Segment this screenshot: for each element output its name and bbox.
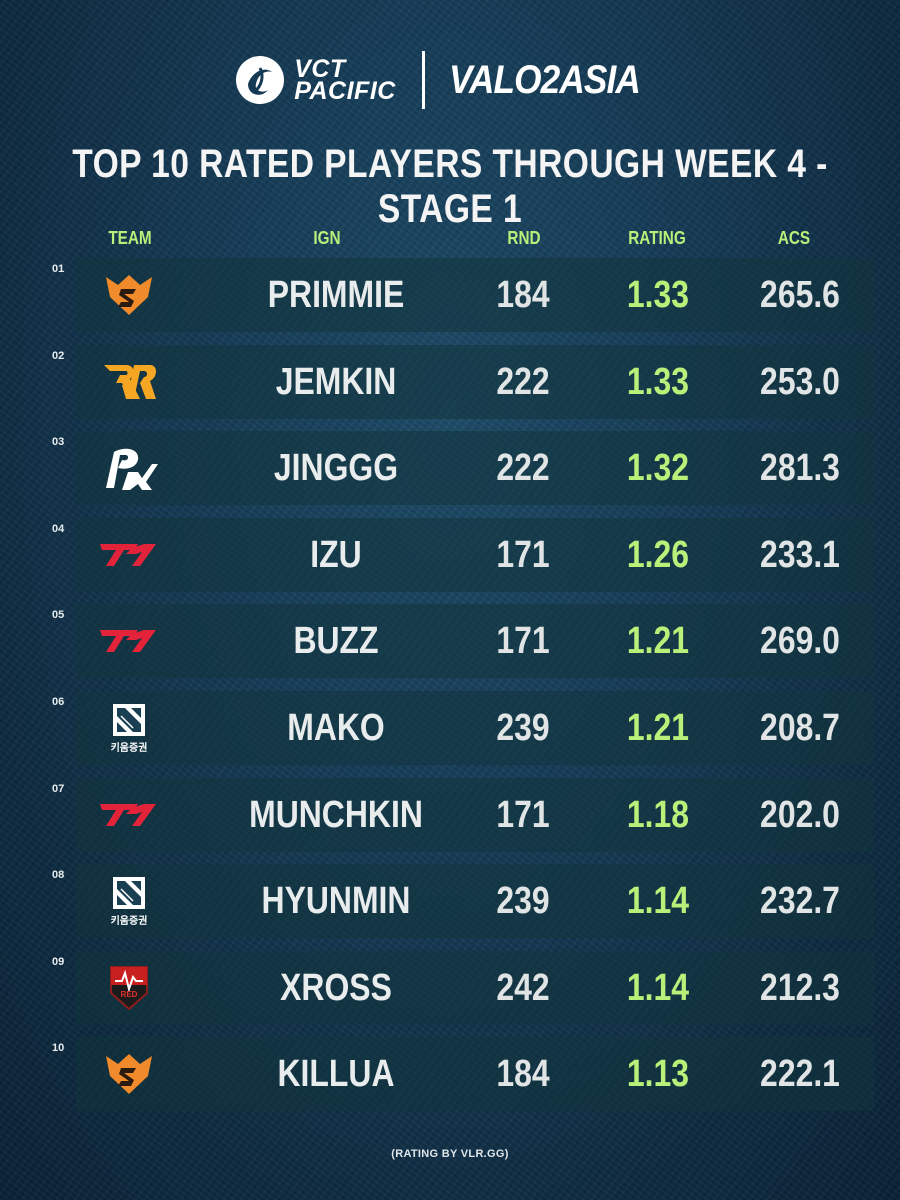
acs-value: 212.3 (760, 967, 840, 1009)
rank-number: 06 (52, 696, 65, 708)
header-divider (421, 51, 425, 109)
player-ign: JINGGG (273, 447, 399, 489)
player-ign: MAKO (287, 707, 385, 749)
valo2asia-logo: VALO2ASIA (448, 57, 641, 102)
rating-value: 1.14 (626, 967, 690, 1009)
rating-value: 1.33 (626, 361, 690, 403)
team-kiwoom-logo-icon: 키움증권 (98, 701, 160, 755)
column-header-team: TEAM (108, 228, 152, 248)
player-ign: IZU (310, 534, 362, 576)
team-red-logo-icon: RED (98, 961, 160, 1015)
rating-value: 1.21 (626, 707, 690, 749)
team-kiwoom-logo-icon: 키움증권 (98, 874, 160, 928)
acs-value: 202.0 (760, 794, 840, 836)
rounds-value: 171 (496, 534, 550, 576)
rank-number: 10 (52, 1042, 65, 1054)
player-ign: HYUNMIN (261, 880, 411, 922)
page-title: TOP 10 RATED PLAYERS THROUGH WEEK 4 - ST… (72, 142, 828, 231)
acs-value: 232.7 (760, 880, 840, 922)
rating-value: 1.21 (626, 620, 690, 662)
team-rrq-logo-icon (98, 355, 160, 409)
rating-value: 1.26 (626, 534, 690, 576)
rank-number: 05 (52, 609, 65, 621)
table-row: MUNCHKIN 171 1.18 202.0 (76, 778, 874, 852)
rating-source-note: (RATING BY VLR.GG) (391, 1148, 509, 1160)
rounds-value: 184 (496, 274, 550, 316)
table-row: PRIMMIE 184 1.33 265.6 (76, 258, 874, 332)
table-row: KILLUA 184 1.13 222.1 (76, 1037, 874, 1111)
vct-line2: PACIFIC (294, 77, 396, 105)
rating-value: 1.32 (626, 447, 690, 489)
acs-value: 233.1 (760, 534, 840, 576)
team-sonic-logo-icon (98, 268, 160, 322)
player-ign: JEMKIN (275, 361, 397, 403)
player-ign: PRIMMIE (267, 274, 405, 316)
table-row: 키움증권 HYUNMIN 239 1.14 232.7 (76, 864, 874, 938)
rounds-value: 222 (496, 361, 550, 403)
table-row: BUZZ 171 1.21 269.0 (76, 604, 874, 678)
rounds-value: 222 (496, 447, 550, 489)
rank-number: 02 (52, 350, 65, 362)
rank-number: 08 (52, 869, 65, 881)
red-logo-text: RED (121, 990, 138, 999)
acs-value: 281.3 (760, 447, 840, 489)
acs-value: 265.6 (760, 274, 840, 316)
rank-number: 07 (52, 783, 65, 795)
player-ign: KILLUA (277, 1053, 395, 1095)
table-row: RED XROSS 242 1.14 212.3 (76, 951, 874, 1025)
team-sonic-logo-icon (98, 1047, 160, 1101)
rating-value: 1.18 (626, 794, 690, 836)
table-row: IZU 171 1.26 233.1 (76, 518, 874, 592)
rank-number: 01 (52, 263, 65, 275)
team-t1-logo-icon (98, 528, 160, 582)
acs-value: 208.7 (760, 707, 840, 749)
kiwoom-logo-text: 키움증권 (110, 743, 148, 754)
team-prx-logo-icon (98, 441, 160, 495)
kiwoom-logo-text: 키움증권 (110, 916, 148, 927)
vct-pacific-logo: VCT PACIFIC (234, 54, 396, 106)
column-header-acs: ACS (777, 228, 811, 248)
header-logos: VCT PACIFIC VALO2ASIA (0, 48, 900, 112)
rating-value: 1.14 (626, 880, 690, 922)
rank-number: 09 (52, 956, 65, 968)
rank-number: 04 (52, 523, 65, 535)
vct-line1: VCT (294, 55, 346, 83)
table-row: 키움증권 MAKO 239 1.21 208.7 (76, 691, 874, 765)
team-t1-logo-icon (98, 614, 160, 668)
rounds-value: 239 (496, 707, 550, 749)
column-header-ign: IGN (313, 228, 341, 248)
table-row: JEMKIN 222 1.33 253.0 (76, 345, 874, 419)
rank-number: 03 (52, 436, 65, 448)
rounds-value: 184 (496, 1053, 550, 1095)
player-ign: XROSS (280, 967, 392, 1009)
column-header-rnd: RND (507, 228, 541, 248)
acs-value: 253.0 (760, 361, 840, 403)
rounds-value: 239 (496, 880, 550, 922)
rating-value: 1.33 (626, 274, 690, 316)
player-ign: MUNCHKIN (249, 794, 423, 836)
team-t1-logo-icon (98, 788, 160, 842)
rounds-value: 171 (496, 794, 550, 836)
table-row: JINGGG 222 1.32 281.3 (76, 431, 874, 505)
vct-wordmark: VCT PACIFIC (294, 55, 396, 105)
column-header-rating: RATING (628, 228, 686, 248)
rounds-value: 171 (496, 620, 550, 662)
vct-emblem-icon (236, 56, 285, 104)
rating-value: 1.13 (626, 1053, 690, 1095)
rounds-value: 242 (496, 967, 550, 1009)
acs-value: 222.1 (760, 1053, 840, 1095)
player-ign: BUZZ (293, 620, 379, 662)
acs-value: 269.0 (760, 620, 840, 662)
